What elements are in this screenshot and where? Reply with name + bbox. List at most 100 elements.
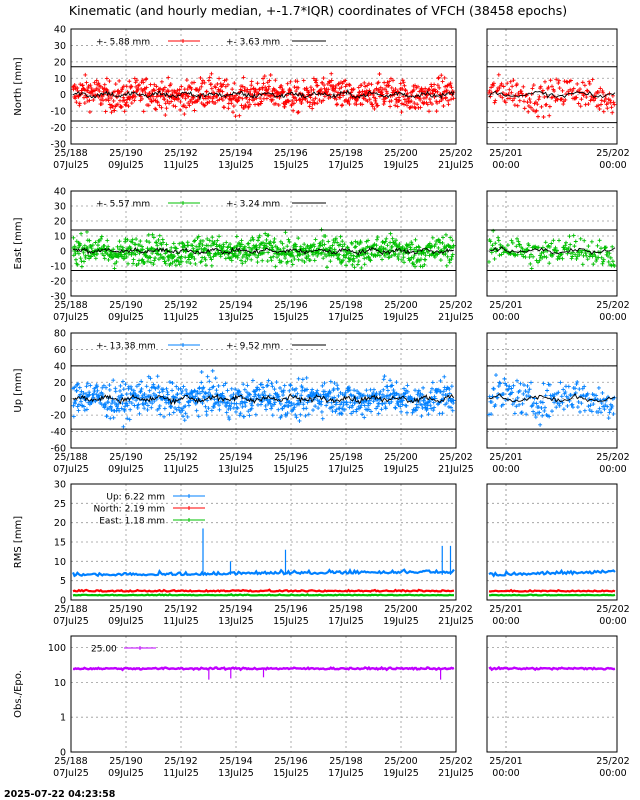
rms-series-line [72, 588, 455, 593]
data-point [531, 254, 536, 259]
data-point [519, 89, 524, 94]
data-point [611, 100, 616, 105]
data-point [167, 255, 172, 260]
data-point [576, 399, 581, 404]
data-point [308, 258, 313, 263]
data-point [585, 89, 590, 94]
data-point [523, 389, 528, 394]
data-point [410, 242, 415, 247]
data-point [566, 245, 571, 250]
data-point [517, 242, 522, 247]
data-point [262, 389, 267, 394]
data-point [443, 84, 448, 89]
x-tick-label-bottom: 15Jul25 [273, 160, 309, 171]
data-point [71, 235, 76, 240]
data-point [153, 248, 158, 253]
data-point [419, 414, 424, 419]
data-point [257, 233, 262, 238]
data-point [246, 241, 251, 246]
x-tick-label-top: 25/190 [109, 604, 142, 615]
y-tick-label: 40 [54, 25, 66, 36]
data-point [597, 406, 602, 411]
plot-frame [70, 28, 457, 145]
data-point [111, 247, 116, 252]
data-point [273, 264, 278, 269]
data-point [504, 383, 509, 388]
data-point [363, 84, 368, 89]
data-point [228, 406, 233, 411]
data-point [383, 96, 388, 101]
data-point [408, 247, 413, 252]
data-point [447, 260, 452, 265]
y-tick-label: 0 [60, 394, 66, 405]
data-point [570, 89, 575, 94]
data-point [150, 401, 155, 406]
x-tick-label-bottom: 13Jul25 [218, 312, 254, 323]
data-point [255, 81, 260, 86]
data-point [610, 244, 615, 249]
data-point [405, 103, 410, 108]
x-tick-label-top: 25/188 [54, 452, 87, 463]
data-point [601, 404, 606, 409]
data-point [538, 422, 543, 427]
data-point [606, 259, 611, 264]
data-point [430, 235, 435, 240]
y-tick-label: 1 [60, 713, 66, 724]
data-point [145, 403, 150, 408]
data-point [115, 404, 120, 409]
data-point [377, 94, 382, 99]
data-point [184, 78, 189, 83]
data-point [446, 102, 451, 107]
data-point [143, 90, 148, 95]
x-tick-label-bottom: 19Jul25 [383, 616, 419, 627]
data-point [493, 402, 498, 407]
data-point [578, 409, 582, 414]
data-point [73, 96, 78, 101]
data-point [545, 388, 550, 393]
x-tick-label-top: 25/188 [54, 148, 87, 159]
data-point [174, 407, 179, 412]
data-point [587, 81, 592, 86]
data-point [311, 408, 316, 413]
data-point [304, 406, 309, 411]
data-point [515, 103, 520, 108]
data-point [402, 97, 407, 102]
data-point [233, 114, 238, 119]
data-point [215, 81, 220, 86]
data-point [396, 257, 401, 262]
data-point [557, 86, 562, 91]
data-point [400, 86, 405, 91]
data-point [334, 407, 339, 412]
data-point [213, 85, 218, 90]
x-tick-label-top: 25/202 [596, 452, 629, 463]
data-point [294, 386, 299, 391]
data-point [266, 250, 271, 255]
data-point [183, 96, 188, 101]
data-point [409, 240, 414, 245]
data-point [385, 388, 390, 393]
x-tick-label-bottom: 07Jul25 [53, 464, 89, 475]
x-tick-label-top: 25/192 [164, 300, 197, 311]
x-tick-label-top: 25/192 [164, 148, 197, 159]
data-point [240, 261, 245, 266]
data-point [156, 237, 161, 242]
data-point [294, 89, 299, 94]
data-point [574, 382, 579, 387]
y-tick-label: 60 [54, 345, 66, 356]
data-point [596, 385, 601, 390]
data-point [292, 242, 297, 247]
data-point [566, 89, 571, 94]
data-point [146, 232, 151, 237]
data-point [200, 401, 205, 406]
data-point [330, 404, 335, 409]
data-point [121, 387, 126, 392]
data-point [432, 405, 437, 410]
data-point [347, 385, 352, 390]
data-point [181, 384, 186, 389]
data-point [421, 385, 426, 390]
data-point [417, 393, 422, 398]
data-point [266, 233, 271, 238]
data-point [231, 110, 236, 115]
data-point [318, 240, 323, 245]
data-point [372, 242, 377, 247]
